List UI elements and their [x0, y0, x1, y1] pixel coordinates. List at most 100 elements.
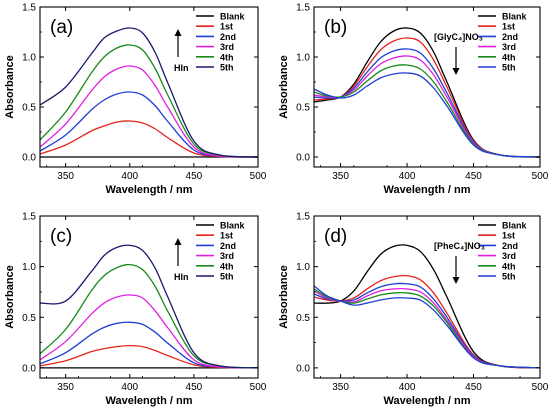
legend-label-3rd: 3rd	[502, 42, 516, 52]
legend-label-blank: Blank	[220, 12, 246, 22]
trend-annotation: [PheC₄]NO₃	[434, 241, 485, 251]
y-tick-label: 1.5	[296, 3, 310, 14]
x-tick-label: 350	[57, 171, 74, 182]
y-tick-label: 0.0	[296, 363, 310, 374]
x-tick-label: 450	[186, 382, 203, 393]
x-tick-label: 400	[399, 171, 416, 182]
x-tick-label: 350	[57, 382, 74, 393]
series-line-4th	[314, 64, 540, 158]
legend-label-blank: Blank	[502, 12, 528, 22]
legend-label-5th: 5th	[502, 272, 516, 282]
x-tick-label: 500	[532, 382, 549, 393]
trend-annotation: HIn	[174, 272, 189, 282]
x-tick-label: 400	[121, 382, 138, 393]
legend-label-1st: 1st	[220, 231, 233, 241]
y-axis-title: Absorbance	[278, 55, 290, 119]
y-tick-label: 0.5	[296, 313, 310, 324]
legend-label-2nd: 2nd	[502, 32, 518, 42]
y-tick-label: 0.5	[22, 103, 36, 114]
trend-annotation: [GlyC₄]NO₃	[434, 32, 483, 42]
y-tick-label: 1.0	[296, 53, 310, 64]
series-line-3rd	[40, 65, 258, 158]
legend-label-3rd: 3rd	[220, 42, 234, 52]
x-axis-title: Wavelength / nm	[384, 395, 471, 407]
series-line-4th	[40, 263, 258, 369]
plot-frame	[39, 215, 259, 379]
plot-frame	[39, 6, 259, 168]
plot-frame	[313, 215, 541, 379]
x-axis-title: Wavelength / nm	[106, 184, 193, 196]
panel-label: (c)	[50, 226, 72, 247]
series-line-5th	[40, 27, 258, 158]
panel-label: (a)	[50, 17, 73, 38]
y-tick-label: 0.0	[22, 153, 36, 164]
legend-label-2nd: 2nd	[220, 32, 236, 42]
panel-label: (d)	[324, 226, 347, 247]
x-tick-label: 500	[532, 171, 549, 182]
x-axis-title: Wavelength / nm	[384, 184, 471, 196]
legend-label-4th: 4th	[220, 261, 234, 271]
series-line-1st	[40, 120, 258, 158]
trend-annotation: HIn	[174, 63, 189, 73]
x-tick-label: 450	[186, 171, 203, 182]
legend-label-1st: 1st	[502, 231, 515, 241]
y-tick-label: 1.0	[22, 262, 36, 273]
y-axis-title: Absorbance	[4, 265, 16, 329]
y-tick-label: 1.5	[22, 212, 36, 223]
series-line-3rd	[40, 294, 258, 369]
y-axis-title: Absorbance	[278, 265, 290, 329]
x-tick-label: 350	[332, 382, 349, 393]
legend-label-2nd: 2nd	[502, 241, 518, 251]
down-arrow-icon	[452, 277, 460, 284]
panel-label: (b)	[324, 17, 347, 38]
series-line-5th	[314, 285, 540, 369]
y-tick-label: 0.5	[296, 103, 310, 114]
legend-label-5th: 5th	[220, 272, 234, 282]
legend-label-4th: 4th	[502, 52, 516, 62]
y-tick-label: 1.5	[22, 3, 36, 14]
legend-label-4th: 4th	[220, 52, 234, 62]
legend-label-5th: 5th	[502, 63, 516, 73]
series-line-1st	[40, 344, 258, 369]
y-tick-label: 0.0	[296, 153, 310, 164]
x-axis-title: Wavelength / nm	[106, 395, 193, 407]
chart-panel-d: 350 400 450 500 0.0 0.5 1.0 1.5 Wavelength / nm A…	[278, 212, 549, 408]
y-axis-title: Absorbance	[4, 55, 16, 119]
legend-label-5th: 5th	[220, 63, 234, 73]
series-line-2nd	[40, 91, 258, 158]
up-arrow-icon	[174, 238, 182, 245]
plot-frame	[313, 6, 541, 168]
series-line-1st	[314, 274, 540, 369]
down-arrow-icon	[452, 68, 460, 75]
y-tick-label: 1.0	[296, 262, 310, 273]
x-tick-label: 500	[250, 382, 267, 393]
y-tick-label: 0.0	[22, 363, 36, 374]
legend-label-3rd: 3rd	[502, 251, 516, 261]
series-line-4th	[40, 44, 258, 158]
legend-label-3rd: 3rd	[220, 251, 234, 261]
x-tick-label: 350	[332, 171, 349, 182]
chart-panel-c: 350 400 450 500 0.0 0.5 1.0 1.5 Wavelength / nm A…	[4, 212, 267, 408]
series-line-5th	[40, 244, 258, 369]
chart-panel-a: 350 400 450 500 0.0 0.5 1.0 1.5 Wavelength / nm A…	[4, 3, 267, 197]
series-line-2nd	[40, 321, 258, 369]
up-arrow-icon	[174, 29, 182, 36]
legend-label-blank: Blank	[220, 221, 246, 231]
x-tick-label: 500	[250, 171, 267, 182]
series-line-5th	[314, 72, 540, 158]
x-tick-label: 400	[399, 382, 416, 393]
y-tick-label: 0.5	[22, 313, 36, 324]
legend-label-1st: 1st	[220, 22, 233, 32]
y-tick-label: 1.0	[22, 53, 36, 64]
legend-label-4th: 4th	[502, 261, 516, 271]
legend-label-2nd: 2nd	[220, 241, 236, 251]
chart-panel-b: 350 400 450 500 0.0 0.5 1.0 1.5 Wavelength / nm A…	[278, 3, 549, 197]
x-tick-label: 450	[465, 382, 482, 393]
x-tick-label: 450	[465, 171, 482, 182]
legend-label-1st: 1st	[502, 22, 515, 32]
